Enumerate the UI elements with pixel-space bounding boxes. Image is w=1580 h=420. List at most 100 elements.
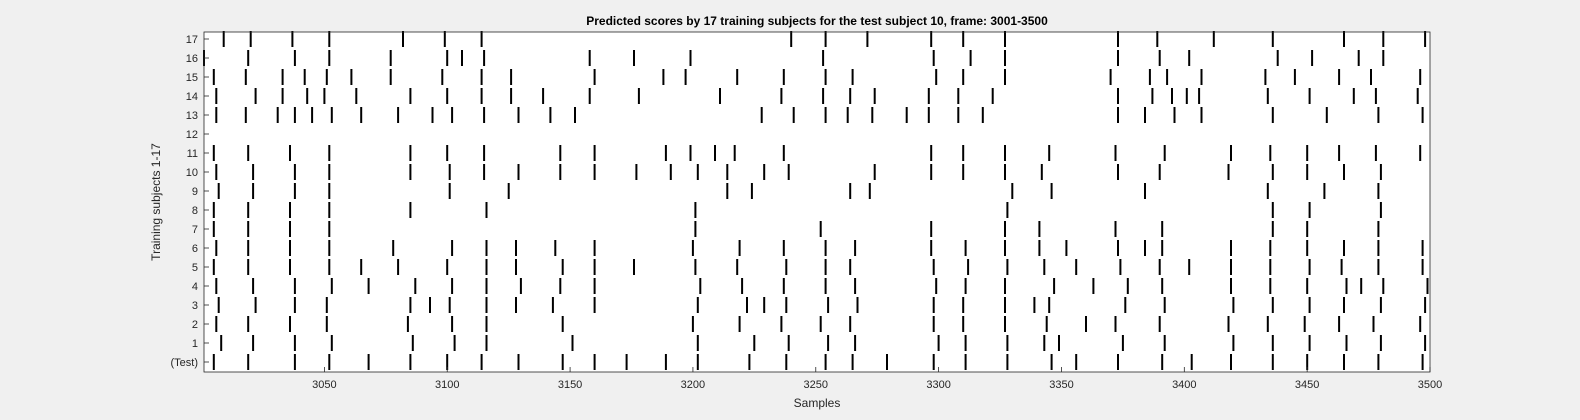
event-mark [328,354,331,370]
event-mark [247,240,250,256]
event-mark [397,259,400,275]
event-mark [962,164,965,180]
event-mark [1188,50,1191,66]
x-tick-label: 3250 [804,379,828,391]
event-mark [696,164,699,180]
event-mark [367,278,370,294]
event-mark [1419,69,1422,85]
y-tick-label: 7 [192,224,198,236]
event-mark [1004,316,1006,332]
event-mark [1308,259,1311,275]
event-mark [350,69,353,85]
event-mark [1053,278,1056,294]
event-mark [962,316,965,332]
event-mark [1374,88,1377,104]
event-mark [554,240,557,256]
event-mark [1119,259,1122,275]
event-mark [782,145,785,161]
event-mark [212,221,215,237]
event-mark [311,107,314,123]
event-mark [254,297,257,313]
event-mark [448,183,451,199]
event-mark [1161,240,1164,256]
event-mark [1419,145,1422,161]
event-mark [293,335,296,351]
event-mark [323,88,326,104]
event-mark [930,145,933,161]
event-mark [696,297,699,313]
event-mark [1377,240,1380,256]
event-mark [1266,88,1269,104]
event-mark [694,202,697,218]
event-mark [293,183,296,199]
event-mark [480,69,483,85]
event-mark [1117,164,1119,180]
event-mark [306,88,309,104]
y-tick-label: 2 [192,319,198,331]
event-mark [792,107,795,123]
event-mark [1117,88,1119,104]
event-mark [328,145,331,161]
event-mark [215,316,218,332]
event-mark [1117,50,1119,66]
event-mark [782,69,785,85]
y-tick-label: 14 [186,91,198,103]
event-mark [969,50,972,66]
event-mark [281,69,284,85]
event-mark [1271,335,1274,351]
event-mark [824,259,827,275]
event-mark [930,31,933,47]
event-mark [1372,316,1375,332]
event-mark [1377,183,1380,199]
event-mark [328,164,331,180]
event-mark [726,164,729,180]
event-mark [252,278,255,294]
event-mark [510,88,513,104]
event-mark [325,297,328,313]
event-mark [1230,278,1232,294]
event-mark [409,145,412,161]
event-mark [453,335,456,351]
event-mark [1148,69,1151,85]
event-mark [247,145,250,161]
event-mark [1004,278,1006,294]
event-mark [480,88,483,104]
event-mark [330,335,333,351]
event-mark [782,240,785,256]
event-mark [549,107,552,123]
event-mark [328,259,331,275]
event-mark [1045,316,1048,332]
event-mark [215,88,218,104]
event-mark [247,221,250,237]
event-mark [1306,164,1309,180]
event-mark [932,50,935,66]
event-mark [1144,240,1146,256]
event-mark [1190,354,1193,370]
event-mark [1006,335,1009,351]
event-mark [293,164,296,180]
x-tick-label: 3500 [1418,379,1442,391]
event-mark [1200,107,1203,123]
event-mark [851,354,854,370]
event-mark [927,107,930,123]
event-mark [593,240,596,256]
event-mark [446,88,449,104]
event-mark [409,297,412,313]
event-mark [1126,278,1129,294]
event-mark [1370,69,1372,85]
event-mark [1117,31,1119,47]
event-mark [635,164,638,180]
event-mark [1382,50,1385,66]
event-mark [1421,240,1424,256]
event-mark [328,183,331,199]
event-mark [1276,50,1279,66]
event-mark [461,50,463,66]
event-mark [325,69,328,85]
event-mark [824,69,827,85]
event-mark [593,297,596,313]
event-mark [1323,183,1326,199]
event-mark [289,316,291,332]
x-tick-label: 3350 [1049,379,1073,391]
event-mark [249,31,252,47]
